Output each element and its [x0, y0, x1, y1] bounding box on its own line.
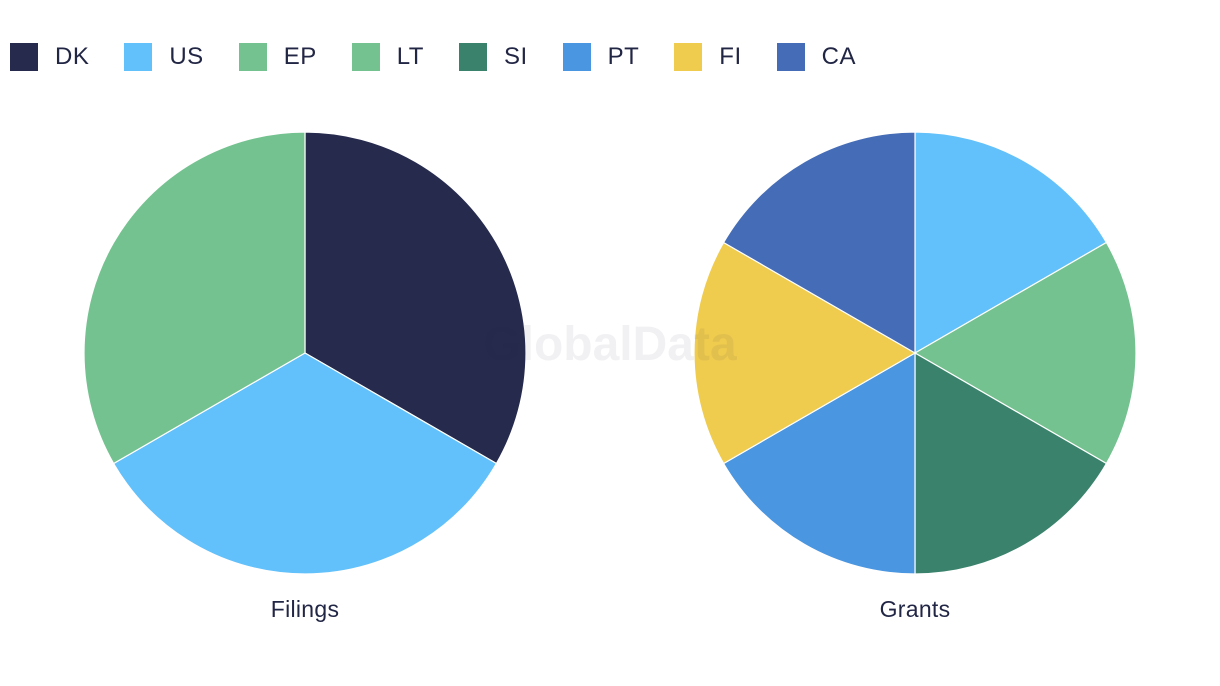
chart-legend: DK US EP LT SI PT FI CA: [10, 42, 891, 72]
pie-chart-filings: [83, 131, 527, 575]
pie-title-filings: Filings: [271, 596, 340, 622]
legend-item-dk: DK: [10, 43, 89, 71]
legend-label-ca: CA: [821, 43, 856, 70]
legend-swatch-lt: [351, 43, 380, 71]
legend-label-lt: LT: [396, 43, 424, 70]
legend-swatch-ca: [776, 43, 805, 71]
legend-label-fi: FI: [719, 43, 742, 70]
legend-item-ca: CA: [776, 43, 856, 71]
legend-item-ep: EP: [238, 43, 317, 71]
pie-slice-grants-us: [914, 131, 1108, 355]
legend-swatch-si: [458, 43, 487, 71]
legend-item-fi: FI: [674, 43, 741, 71]
legend-label-ep: EP: [283, 43, 317, 70]
legend-swatch-pt: [562, 43, 591, 71]
legend-swatch-dk: [10, 43, 38, 71]
pie-slice-filings-ep: [83, 131, 306, 465]
legend-item-lt: LT: [351, 43, 424, 71]
legend-swatch-us: [124, 43, 153, 71]
legend-swatch-ep: [238, 43, 267, 71]
legend-swatch-fi: [674, 43, 703, 71]
legend-label-pt: PT: [607, 43, 640, 70]
pie-title-grants: Grants: [880, 596, 951, 622]
pie-slice-grants-lt: [913, 241, 1137, 465]
legend-label-dk: DK: [55, 43, 90, 70]
legend-label-us: US: [169, 43, 204, 70]
pie-chart-grants: [693, 131, 1137, 575]
legend-item-pt: PT: [562, 43, 640, 71]
pie-slice-grants-ca: [722, 131, 916, 355]
legend-item-us: US: [124, 43, 203, 71]
pie-slice-grants-fi: [693, 241, 917, 465]
legend-item-si: SI: [458, 43, 528, 71]
pie-slice-grants-pt: [722, 351, 916, 575]
pie-slice-grants-si: [914, 351, 1108, 575]
watermark: GlobalData: [483, 318, 737, 371]
pie-slice-filings-dk: [304, 131, 527, 465]
legend-label-si: SI: [503, 43, 528, 70]
